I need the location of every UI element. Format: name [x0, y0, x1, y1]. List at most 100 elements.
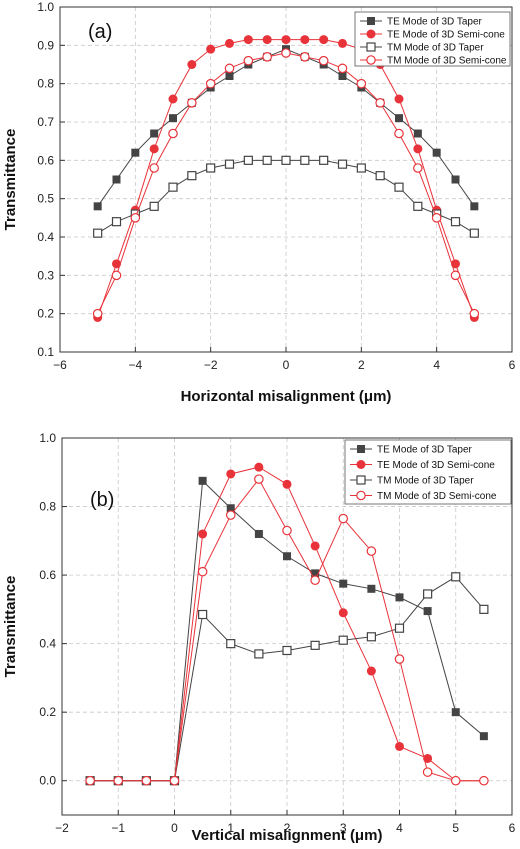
y-tick-label-a: 0.1 [37, 345, 54, 359]
data-point-a-3 [224, 159, 235, 169]
data-point-a-1 [395, 114, 403, 123]
panel-label-b: (b) [90, 489, 114, 511]
data-point-a-3 [413, 201, 423, 211]
x-tick-label-a: 4 [433, 358, 440, 372]
data-point-a-4 [224, 63, 235, 74]
data-point-a-3 [206, 163, 216, 173]
data-point-a-4 [187, 98, 197, 108]
y-tick-label-b: 0.4 [39, 637, 56, 651]
data-point-a-3 [469, 228, 479, 238]
data-point-a-3 [149, 201, 159, 211]
data-point-a-3 [111, 217, 122, 227]
data-point-a-1 [338, 72, 347, 80]
data-point-b-3 [310, 640, 320, 650]
x-tick-label-a: 2 [358, 358, 365, 372]
data-point-a-4 [337, 63, 348, 74]
legend-b: TE Mode of 3D Taper TE Mode of 3D Semi-co… [344, 439, 512, 505]
x-tick-label-b: −2 [55, 821, 69, 835]
data-point-a-1 [470, 202, 479, 211]
data-point-b-2 [310, 541, 320, 551]
data-point-a-4 [130, 213, 141, 223]
data-point-b-4 [85, 775, 95, 786]
x-tick-label-b: 1 [227, 821, 234, 835]
data-point-a-4 [394, 128, 404, 139]
data-point-a-1 [451, 175, 460, 184]
data-point-b-4 [254, 474, 264, 484]
data-point-b-1 [451, 708, 460, 717]
data-point-a-3 [337, 159, 348, 169]
data-point-a-2 [112, 259, 121, 269]
data-point-b-2 [395, 741, 404, 751]
data-point-b-2 [423, 753, 433, 763]
data-point-b-2 [366, 666, 376, 676]
legend-marker-a-1 [367, 17, 375, 25]
x-tick-label-a: 6 [509, 358, 516, 372]
data-point-a-3 [187, 171, 197, 181]
data-point-a-3 [300, 155, 310, 165]
data-point-b-3 [254, 649, 264, 659]
legend-label-b-1: TE Mode of 3D Taper [377, 445, 473, 456]
data-point-b-1 [311, 569, 320, 578]
y-tick-label-a: 0.8 [37, 77, 54, 91]
data-point-b-4 [394, 654, 405, 664]
legend-label-a-2: TE Mode of 3D Semi-cone [387, 30, 505, 41]
data-point-b-4 [225, 510, 236, 520]
data-point-a-3 [168, 182, 178, 192]
data-point-b-4 [338, 513, 349, 524]
data-point-a-4 [356, 78, 367, 89]
legend-label-b-2: TE Mode of 3D Semi-cone [377, 460, 495, 471]
data-point-b-1 [283, 552, 291, 561]
data-point-b-3 [366, 632, 376, 642]
data-point-b-4 [450, 775, 461, 786]
data-point-b-4 [197, 566, 208, 577]
legend-marker-b-2 [356, 460, 366, 469]
data-point-b-4 [479, 775, 489, 786]
data-point-a-2 [225, 38, 234, 48]
y-tick-label-b: 1.0 [39, 431, 56, 445]
x-tick-label-b: 0 [171, 821, 178, 835]
data-point-a-2 [206, 44, 216, 54]
data-point-a-4 [92, 308, 103, 319]
data-point-a-4 [168, 128, 178, 139]
data-point-b-3 [394, 623, 405, 633]
x-axis-label-a: Horizontal misalignment (μm) [181, 388, 392, 405]
data-point-b-4 [366, 546, 377, 556]
x-tick-label-a: 0 [283, 358, 290, 372]
x-tick-label-b: 2 [284, 821, 291, 835]
series-b-4 [85, 474, 489, 786]
data-point-a-3 [450, 217, 461, 227]
data-point-a-2 [262, 35, 272, 45]
data-point-b-2 [198, 529, 208, 539]
data-point-b-4 [113, 775, 124, 786]
data-point-b-3 [423, 589, 433, 599]
data-point-a-2 [187, 60, 197, 69]
data-point-a-2 [281, 35, 291, 45]
x-tick-label-a: −2 [204, 358, 218, 372]
panel-label-a: (a) [88, 21, 112, 43]
data-point-a-4 [469, 308, 480, 319]
x-tick-label-b: 3 [340, 821, 347, 835]
data-point-a-3 [243, 155, 253, 165]
legend-marker-a-3 [366, 42, 376, 52]
legend-marker-a-4 [366, 55, 376, 65]
data-point-a-4 [431, 213, 442, 223]
legend-marker-b-3 [356, 475, 366, 485]
y-tick-label-b: 0.8 [39, 500, 56, 514]
data-point-b-3 [338, 635, 348, 645]
data-point-a-3 [262, 155, 272, 165]
y-tick-label-a: 0.3 [37, 268, 54, 282]
chart-b: −2 −1 0 1 2 3 4 5 6 0.0 0.2 0.4 0.6 0.8 1.0 Vertical mi… [2, 431, 516, 844]
data-point-a-3 [93, 228, 103, 238]
data-point-b-4 [282, 525, 292, 536]
data-point-a-2 [300, 35, 310, 45]
data-point-b-3 [479, 604, 489, 614]
data-point-a-2 [149, 144, 159, 154]
x-tick-label-b: 6 [509, 821, 516, 835]
legend-label-b-4: TM Mode of 3D Semi-cone [377, 491, 497, 502]
data-point-a-1 [432, 148, 441, 157]
y-tick-label-a: 0.9 [37, 38, 54, 52]
data-point-a-1 [131, 148, 140, 157]
legend-label-a-3: TM Mode of 3D Taper [387, 43, 484, 54]
data-point-a-3 [394, 182, 404, 192]
x-axis-label-b: Vertical misalignment (μm) [192, 827, 383, 844]
